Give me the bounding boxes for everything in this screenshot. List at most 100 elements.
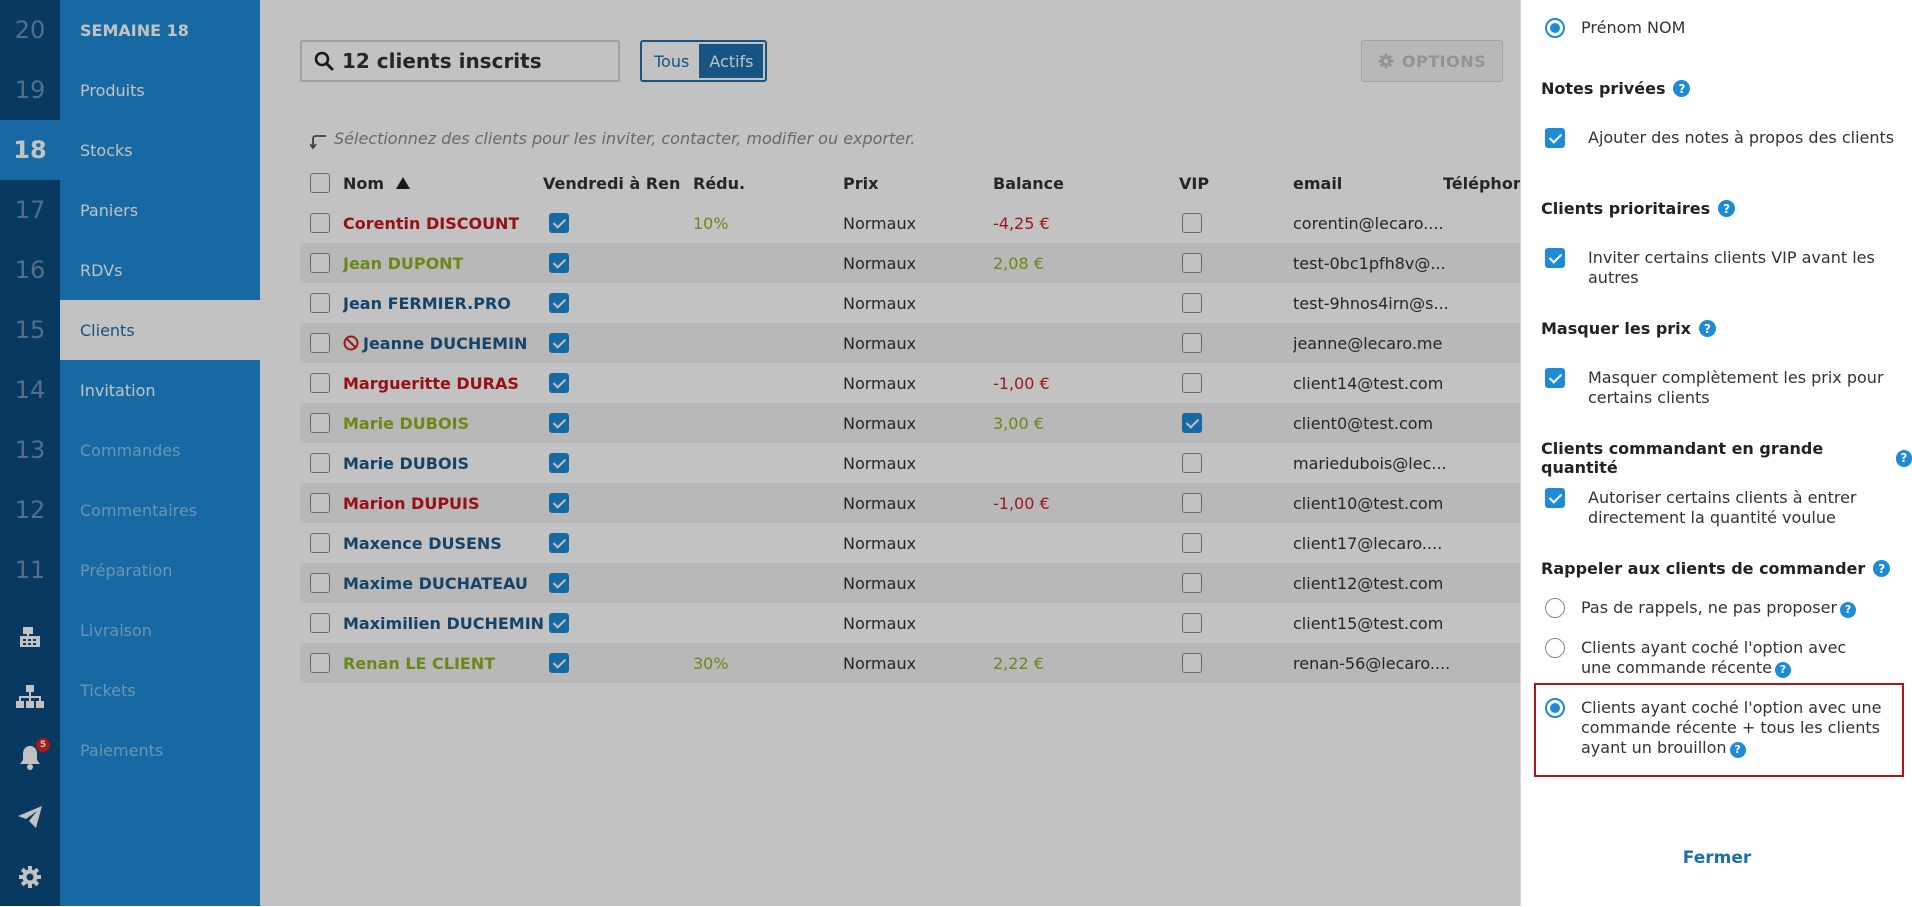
close-panel-link[interactable]: Fermer — [1682, 848, 1752, 868]
friday-delivery-checkbox[interactable] — [549, 453, 569, 473]
vip-checkbox[interactable] — [1182, 333, 1202, 353]
friday-delivery-checkbox[interactable] — [549, 493, 569, 513]
client-name-cell[interactable]: Marie DUBOIS — [343, 443, 469, 483]
table-row[interactable]: Corentin DISCOUNT 10% Normaux -4,25 € corent… — [300, 203, 1520, 243]
table-row[interactable]: Jean DUPONT Normaux 2,08 € test-0bc1pfh8v@.… — [300, 243, 1520, 283]
client-name[interactable]: Marie DUBOIS — [343, 413, 470, 433]
vip-checkbox[interactable] — [1182, 653, 1202, 673]
cash-register-icon[interactable] — [0, 607, 60, 667]
help-icon[interactable]: ? — [1718, 200, 1736, 217]
menu-item-invitation[interactable]: Invitation — [80, 380, 156, 400]
client-name-cell[interactable]: Jean FERMIER.PRO — [343, 283, 511, 323]
help-icon[interactable]: ? — [1729, 742, 1746, 758]
reminder-option-none-radio[interactable] — [1545, 598, 1565, 618]
client-name-cell[interactable]: Maxence DUSENS — [343, 523, 502, 563]
week-17[interactable]: 17 — [14, 196, 46, 224]
friday-delivery-checkbox[interactable] — [549, 613, 569, 633]
friday-delivery-checkbox[interactable] — [549, 253, 569, 273]
private-notes-checkbox[interactable] — [1545, 128, 1565, 148]
row-select-checkbox[interactable] — [310, 653, 330, 673]
client-name-cell[interactable]: Maximilien DUCHEMIN — [343, 603, 544, 643]
vip-checkbox[interactable] — [1182, 293, 1202, 313]
menu-item-rdvs[interactable]: RDVs — [80, 260, 123, 280]
vip-checkbox[interactable] — [1182, 373, 1202, 393]
table-row[interactable]: Maxime DUCHATEAU Normaux client12@test.com — [300, 563, 1520, 603]
vip-checkbox[interactable] — [1182, 453, 1202, 473]
friday-delivery-checkbox[interactable] — [549, 213, 569, 233]
client-name[interactable]: Margueritte DURAS — [343, 373, 519, 393]
week-12[interactable]: 12 — [14, 496, 46, 524]
menu-item-tickets[interactable]: Tickets — [80, 680, 136, 700]
column-header-balance[interactable]: Balance — [993, 173, 1064, 193]
menu-item-preparation[interactable]: Préparation — [80, 560, 173, 580]
help-icon[interactable]: ? — [1698, 320, 1716, 337]
column-header-price[interactable]: Prix — [843, 173, 879, 193]
table-row[interactable]: Margueritte DURAS Normaux -1,00 € client14@… — [300, 363, 1520, 403]
client-name[interactable]: Marion DUPUIS — [343, 493, 480, 513]
week-19[interactable]: 19 — [14, 76, 46, 104]
hide-prices-checkbox[interactable] — [1545, 368, 1565, 388]
table-row[interactable]: Renan LE CLIENT 30% Normaux 2,22 € renan-56@… — [300, 643, 1520, 683]
select-all-checkbox[interactable] — [310, 163, 330, 203]
column-header-name[interactable]: Nom — [343, 163, 411, 203]
row-select-checkbox[interactable] — [310, 253, 330, 273]
client-name[interactable]: Renan LE CLIENT — [343, 653, 496, 673]
help-icon[interactable]: ? — [1774, 662, 1791, 678]
table-row[interactable]: Marie DUBOIS Normaux mariedubois@lec... — [300, 443, 1520, 483]
friday-delivery-checkbox[interactable] — [549, 533, 569, 553]
client-name-cell[interactable]: Maxime DUCHATEAU — [343, 563, 528, 603]
menu-item-commentaires[interactable]: Commentaires — [80, 500, 198, 520]
column-header-email[interactable]: email — [1293, 173, 1343, 193]
client-name[interactable]: Corentin DISCOUNT — [343, 213, 520, 233]
filter-all-button[interactable]: Tous — [644, 44, 700, 78]
modal-backdrop[interactable] — [0, 0, 1520, 906]
vip-checkbox[interactable] — [1182, 253, 1202, 273]
vip-checkbox[interactable] — [1182, 613, 1202, 633]
table-row[interactable]: Marion DUPUIS Normaux -1,00 € client10@test… — [300, 483, 1520, 523]
gear-icon[interactable] — [0, 847, 60, 907]
table-row[interactable]: Jeanne DUCHEMIN Normaux jeanne@lecaro.me — [300, 323, 1520, 363]
menu-item-stocks[interactable]: Stocks — [80, 140, 133, 160]
menu-item-livraison[interactable]: Livraison — [80, 620, 152, 640]
menu-item-paniers[interactable]: Paniers — [80, 200, 139, 220]
week-11[interactable]: 11 — [14, 556, 46, 584]
client-name-cell[interactable]: Margueritte DURAS — [343, 363, 519, 403]
vip-checkbox[interactable] — [1182, 213, 1202, 233]
menu-item-paiements[interactable]: Paiements — [80, 740, 164, 760]
priority-clients-checkbox[interactable] — [1545, 248, 1565, 268]
week-18-current[interactable]: 18 — [0, 120, 60, 180]
client-name-cell[interactable]: Renan LE CLIENT — [343, 643, 495, 683]
client-name-cell[interactable]: Marie DUBOIS — [343, 403, 469, 443]
bell-icon[interactable]: 5 — [0, 727, 60, 787]
client-name[interactable]: Jean FERMIER.PRO — [343, 293, 511, 313]
friday-delivery-checkbox[interactable] — [549, 373, 569, 393]
row-select-checkbox[interactable] — [310, 373, 330, 393]
client-name[interactable]: Maxime DUCHATEAU — [343, 573, 528, 593]
name-format-radio[interactable] — [1545, 18, 1565, 38]
menu-item-clients[interactable]: Clients — [60, 300, 260, 360]
row-select-checkbox[interactable] — [310, 213, 330, 233]
options-button[interactable]: OPTIONS — [1361, 40, 1503, 82]
client-name[interactable]: Jeanne DUCHEMIN — [363, 333, 528, 353]
vip-checkbox[interactable] — [1182, 573, 1202, 593]
menu-item-commandes[interactable]: Commandes — [80, 440, 181, 460]
week-14[interactable]: 14 — [14, 376, 46, 404]
org-chart-icon[interactable] — [0, 667, 60, 727]
row-select-checkbox[interactable] — [310, 613, 330, 633]
table-row[interactable]: Jean FERMIER.PRO Normaux test-9hnos4irn@s.… — [300, 283, 1520, 323]
friday-delivery-checkbox[interactable] — [549, 573, 569, 593]
table-row[interactable]: Marie DUBOIS Normaux 3,00 € client0@test.co… — [300, 403, 1520, 443]
help-icon[interactable]: ? — [1873, 560, 1891, 577]
friday-delivery-checkbox[interactable] — [549, 293, 569, 313]
client-name[interactable]: Maxence DUSENS — [343, 533, 502, 553]
week-15[interactable]: 15 — [14, 316, 46, 344]
help-icon[interactable]: ? — [1673, 80, 1691, 97]
client-name-cell[interactable]: Corentin DISCOUNT — [343, 203, 519, 243]
client-name-cell[interactable]: Jean DUPONT — [343, 243, 463, 283]
row-select-checkbox[interactable] — [310, 533, 330, 553]
row-select-checkbox[interactable] — [310, 453, 330, 473]
friday-delivery-checkbox[interactable] — [549, 333, 569, 353]
friday-delivery-checkbox[interactable] — [549, 413, 569, 433]
client-name-cell[interactable]: Marion DUPUIS — [343, 483, 480, 523]
week-20[interactable]: 20 — [14, 16, 46, 44]
